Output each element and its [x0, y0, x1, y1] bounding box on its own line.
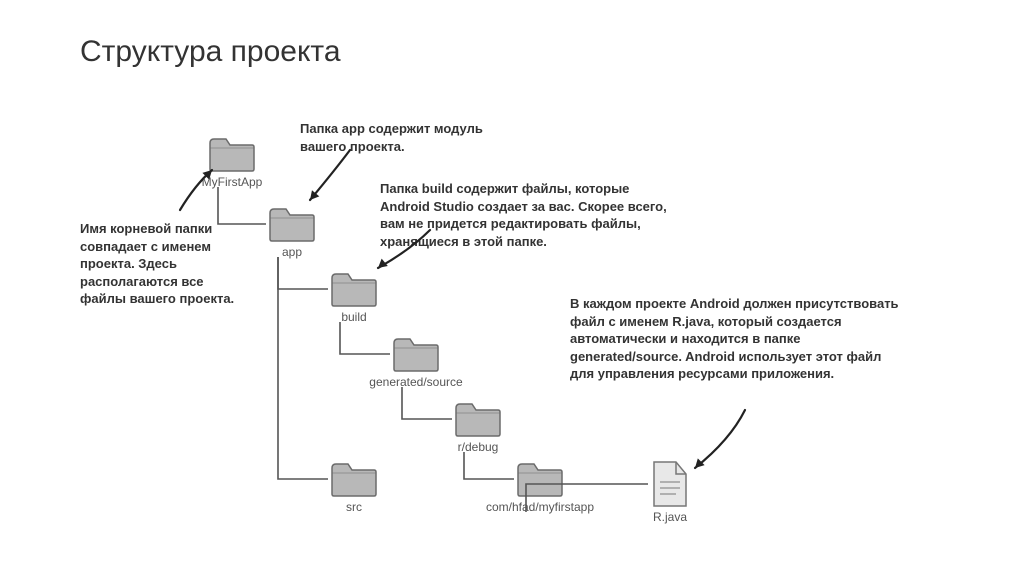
file-rjava-icon [650, 460, 690, 508]
folder-rdebug-icon [454, 400, 502, 438]
note-root: Имя корневой папки совпадает с именем пр… [80, 220, 245, 308]
folder-src-icon [330, 460, 378, 498]
folder-gensrc-icon [392, 335, 440, 373]
folder-root-label: MyFirstApp [172, 175, 292, 189]
page-title: Структура проекта [80, 35, 341, 69]
folder-build-icon [330, 270, 378, 308]
folder-build-label: build [294, 310, 414, 324]
folder-app-label: app [232, 245, 352, 259]
folder-rdebug-label: r/debug [418, 440, 538, 454]
folder-comhfad-icon [516, 460, 564, 498]
folder-gensrc-label: generated/source [356, 375, 476, 389]
note-rjava: В каждом проекте Android должен присутст… [570, 295, 905, 383]
file-rjava-label: R.java [610, 510, 730, 524]
folder-src-label: src [294, 500, 414, 514]
folder-app-icon [268, 205, 316, 243]
diagram-canvas: Структура проекта Папка app содержит мод… [0, 0, 1024, 574]
folder-root-icon [208, 135, 256, 173]
note-app: Папка app содержит модуль вашего проекта… [300, 120, 510, 155]
folder-comhfad-label: com/hfad/myfirstapp [480, 500, 600, 514]
note-build: Папка build содержит файлы, которые Andr… [380, 180, 670, 250]
